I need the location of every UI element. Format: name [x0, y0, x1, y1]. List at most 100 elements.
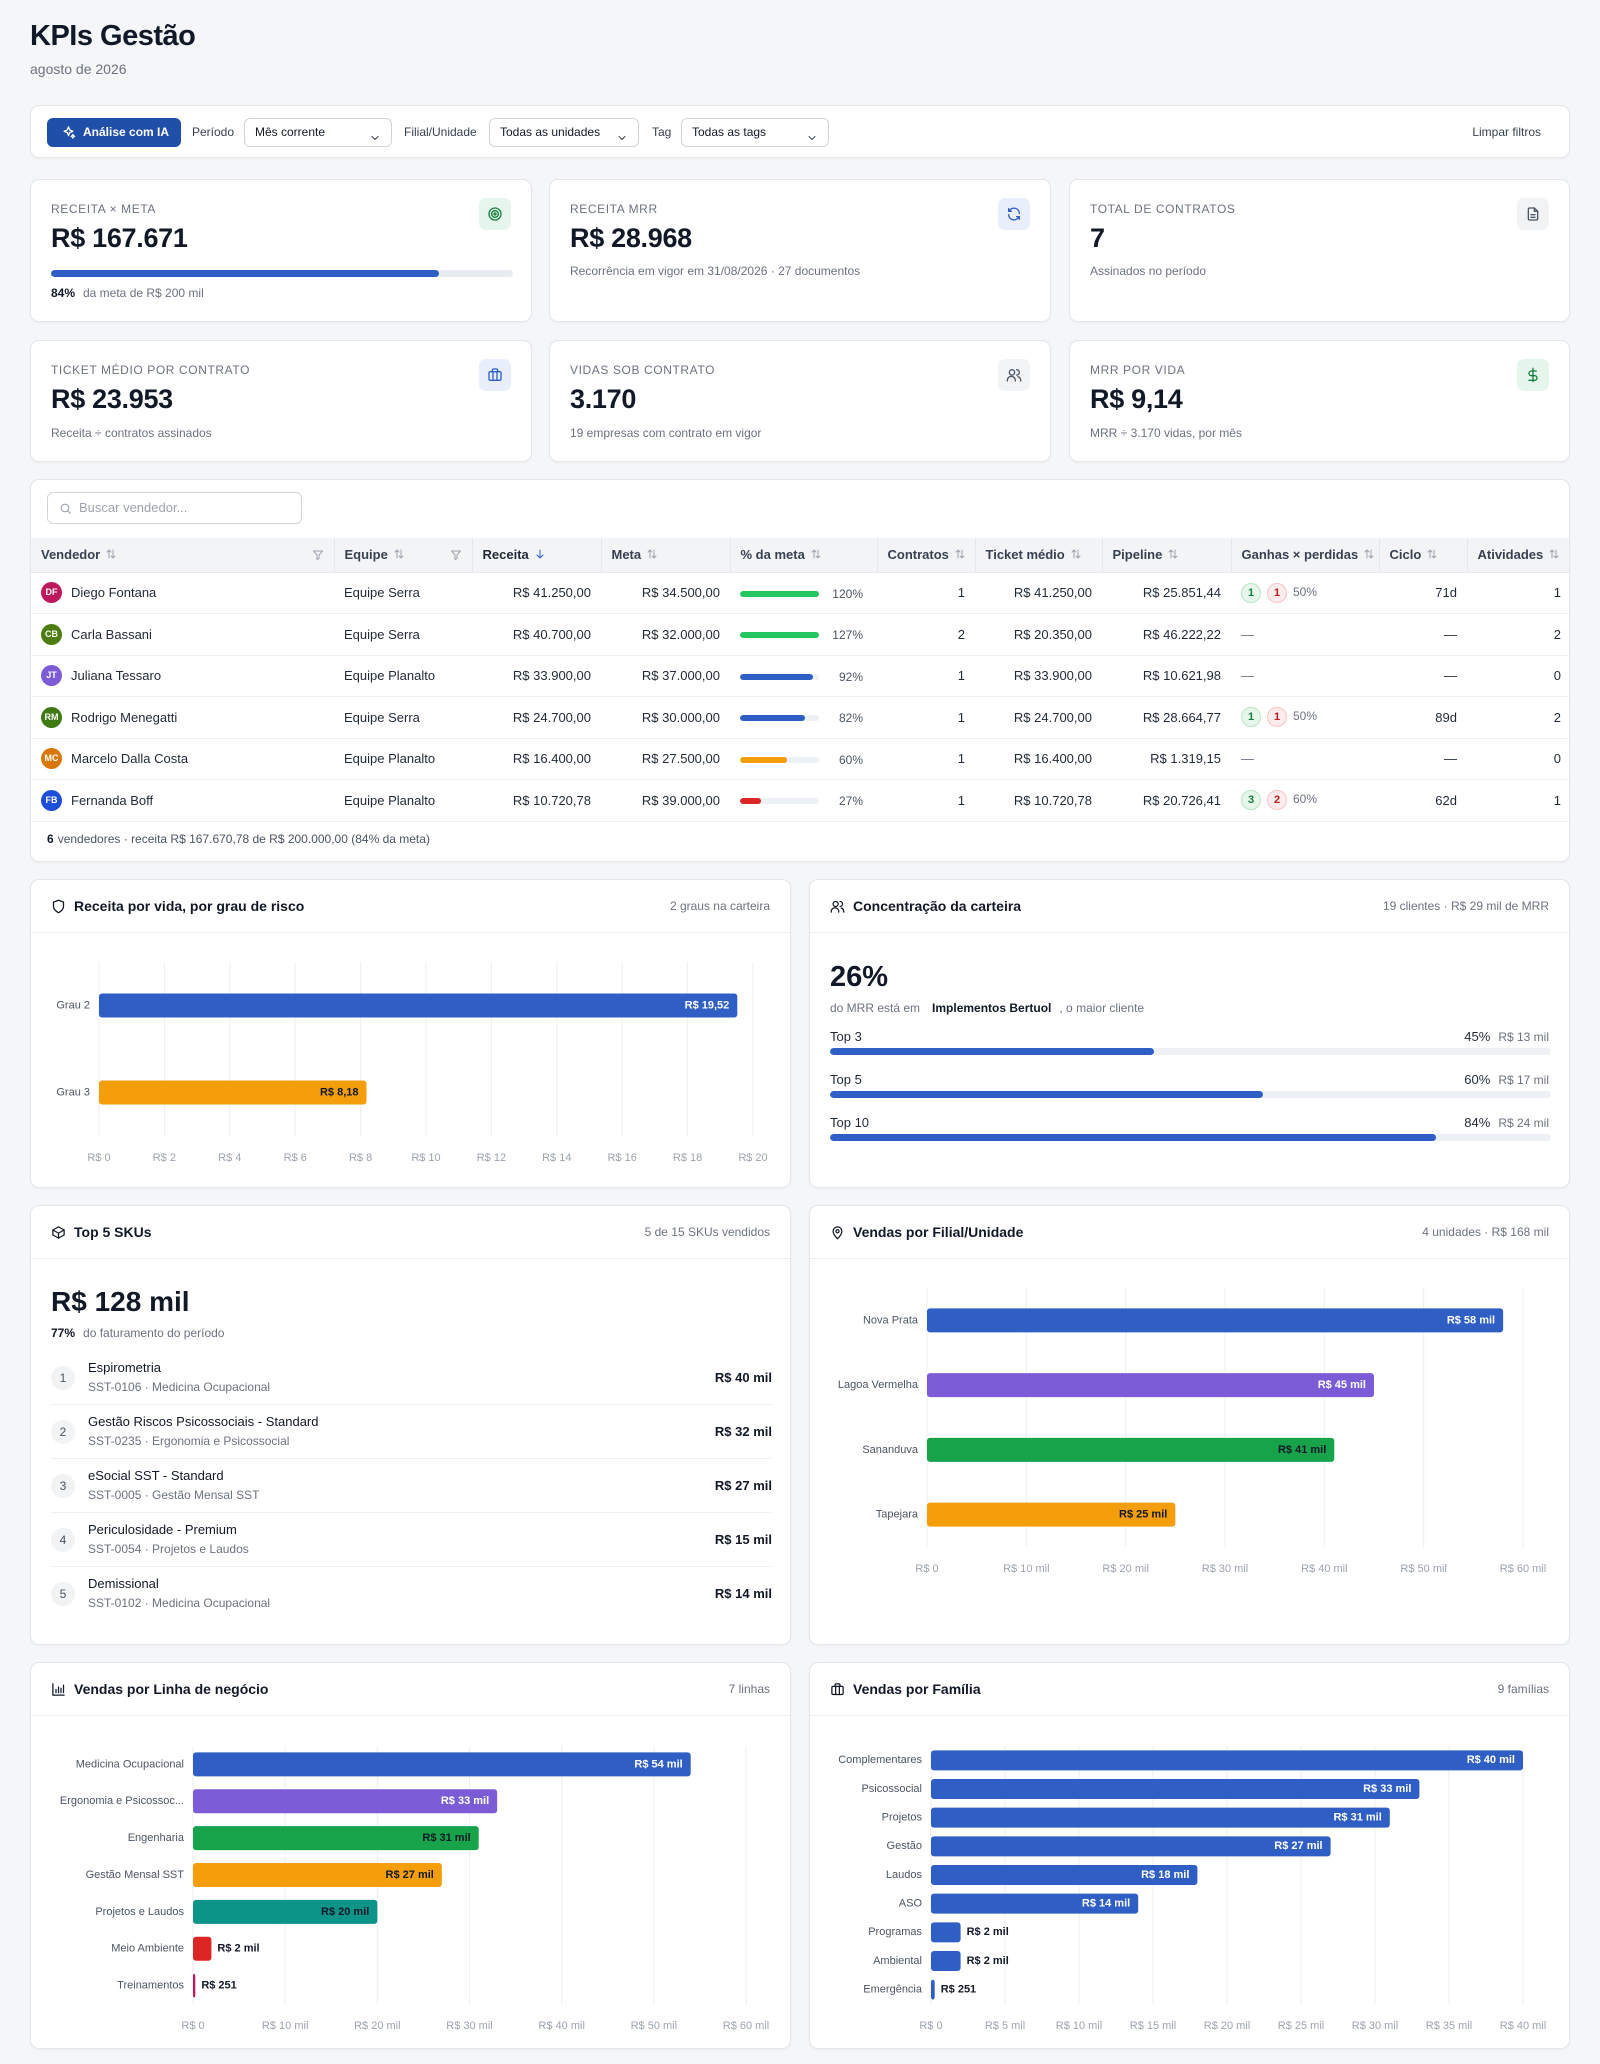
- x-tick-label: R$ 30 mil: [1202, 1563, 1248, 1575]
- chart: R$ 0 R$ 10 mil R$ 20 mil R$ 30 mil R$ 40 mil…: [838, 1288, 1546, 1575]
- icon-part: [1549, 549, 1559, 559]
- icon: [830, 1682, 845, 1702]
- column-header[interactable]: Equipe: [334, 538, 473, 573]
- x-tick-label: R$ 20 mil: [354, 2020, 400, 2032]
- icon-part: [536, 549, 544, 559]
- chart: R$ 0 R$ 2 R$ 4 R$ 6 R$ 8 R$ 10 R$ 12 R$ 14 R$ 16…: [56, 962, 768, 1164]
- x-tick-label: R$ 25 mil: [1278, 2020, 1324, 2032]
- column-header[interactable]: Pipeline: [1102, 538, 1232, 573]
- card-title: Top 5 SKUs: [74, 1224, 152, 1240]
- column-title: Ticket médio: [985, 547, 1065, 563]
- bar: [99, 1080, 367, 1105]
- sort-icon: [1167, 548, 1179, 560]
- x-tick-label: R$ 2: [153, 1152, 176, 1164]
- icon-part: [1528, 367, 1538, 383]
- ai-button[interactable]: Análise com IA: [47, 118, 181, 147]
- cell-atividades: 0: [1467, 655, 1569, 697]
- icon-part: [1527, 207, 1539, 221]
- card-title: Concentração da carteira: [853, 898, 1022, 914]
- x-tick-label: R$ 0: [915, 1563, 938, 1575]
- tier-amount: R$ 24 mil: [1498, 1116, 1549, 1130]
- tier-fill: [830, 1134, 1436, 1141]
- cell-vendedor: RM Rodrigo Menegatti: [31, 696, 334, 739]
- x-tick-label: R$ 60 mil: [1500, 1563, 1546, 1575]
- wl-empty: —: [1241, 626, 1254, 642]
- tier-track: [830, 1134, 1551, 1141]
- avatar: RM: [41, 706, 62, 728]
- sellers-table-card: Buscar vendedor... Vendedor Equipe Receita M…: [30, 479, 1570, 862]
- seller-name: Fernanda Boff: [71, 792, 154, 808]
- cell-ciclo: —: [1379, 655, 1467, 697]
- skus-share-text: do faturamento do período: [83, 1326, 225, 1340]
- cell-atividades: 2: [1467, 696, 1569, 739]
- concentration-card: Concentração da carteira 19 clientes · R$…: [809, 879, 1570, 1188]
- x-tick-label: R$ 6: [284, 1152, 307, 1164]
- cell-meta: R$ 34.500,00: [601, 572, 730, 614]
- search-box[interactable]: Buscar vendedor...: [47, 492, 302, 524]
- tier-pct: 84%: [1464, 1115, 1491, 1130]
- category-label: Tapejara: [876, 1509, 919, 1521]
- column-header[interactable]: Receita: [472, 538, 602, 573]
- x-tick-label: R$ 30 mil: [1352, 2020, 1398, 2032]
- column-header[interactable]: Vendedor: [31, 538, 335, 573]
- category-label: Programas: [868, 1926, 922, 1938]
- bar: [193, 1789, 498, 1814]
- icon-part: [312, 550, 323, 560]
- icon-part: [1427, 549, 1437, 559]
- column-header[interactable]: Ticket médio: [975, 538, 1103, 573]
- lost-pill: 2: [1267, 790, 1287, 811]
- icon: [830, 899, 845, 919]
- filial-select[interactable]: Todas as unidades: [489, 118, 639, 147]
- lost-pill: 1: [1267, 707, 1287, 728]
- card-header: Vendas por Filial/Unidade 4 unidades · R$…: [810, 1206, 1569, 1259]
- bar: [193, 1973, 196, 1998]
- x-tick-label: R$ 20 mil: [1102, 1563, 1148, 1575]
- x-tick-label: R$ 5 mil: [985, 2020, 1025, 2032]
- chart: R$ 0 R$ 10 mil R$ 20 mil R$ 30 mil R$ 40 mil…: [60, 1746, 769, 2032]
- cell-receita: R$ 41.250,00: [472, 572, 601, 614]
- icon-part: [450, 550, 461, 560]
- progress-track: [51, 270, 513, 277]
- icon: [1006, 367, 1022, 388]
- x-tick-label: R$ 50 mil: [1400, 1563, 1446, 1575]
- kpi-icon: [1517, 359, 1549, 391]
- x-tick-label: R$ 8: [349, 1152, 372, 1164]
- bar: [931, 1893, 1139, 1914]
- kpi-card: TOTAL DE CONTRATOS 7 Assinados no período: [1069, 179, 1570, 322]
- column-header[interactable]: Meta: [601, 538, 731, 573]
- avatar: MC: [41, 748, 62, 770]
- kpi-icon: [998, 198, 1030, 230]
- tag-select[interactable]: Todas as tags: [681, 118, 829, 147]
- column-header[interactable]: Ciclo: [1379, 538, 1468, 573]
- icon-part: [1364, 549, 1374, 559]
- icon: [450, 549, 462, 564]
- sku-rank: 1: [51, 1366, 75, 1390]
- column-header[interactable]: % da meta: [730, 538, 878, 573]
- icon-part: [1071, 549, 1081, 559]
- tier-fill: [830, 1091, 1263, 1098]
- bar: [927, 1308, 1504, 1333]
- category-label: Nova Prata: [863, 1314, 919, 1326]
- bar: [927, 1437, 1335, 1462]
- clear-filters[interactable]: Limpar filtros: [1472, 125, 1541, 139]
- sort-icon: [646, 548, 658, 560]
- sku-code: SST-0235 · Ergonomia e Psicossocial: [88, 1434, 290, 1448]
- sku-row: 3 eSocial SST - Standard SST-0005 · Gestão…: [51, 1459, 772, 1513]
- column-title: Ciclo: [1389, 547, 1422, 563]
- sku-value: R$ 40 mil: [714, 1370, 772, 1385]
- pct-track: [740, 590, 819, 597]
- cell-wl: —: [1231, 738, 1379, 780]
- column-header[interactable]: Atividades: [1467, 538, 1569, 573]
- icon-part: [52, 899, 65, 914]
- column-header[interactable]: Contratos: [877, 538, 976, 573]
- pct-fill: [740, 715, 805, 722]
- footer-count: 6: [47, 832, 54, 846]
- cell-wl: —: [1231, 655, 1379, 697]
- value-label: R$ 41 mil: [1278, 1444, 1326, 1456]
- periodo-select[interactable]: Mês corrente: [244, 118, 392, 147]
- bar: [931, 1836, 1331, 1857]
- column-header[interactable]: Ganhas × perdidas: [1231, 538, 1380, 573]
- sku-rank: 3: [51, 1474, 75, 1498]
- value-label: R$ 33 mil: [1363, 1783, 1411, 1795]
- cell-ticket: R$ 16.400,00: [975, 738, 1102, 780]
